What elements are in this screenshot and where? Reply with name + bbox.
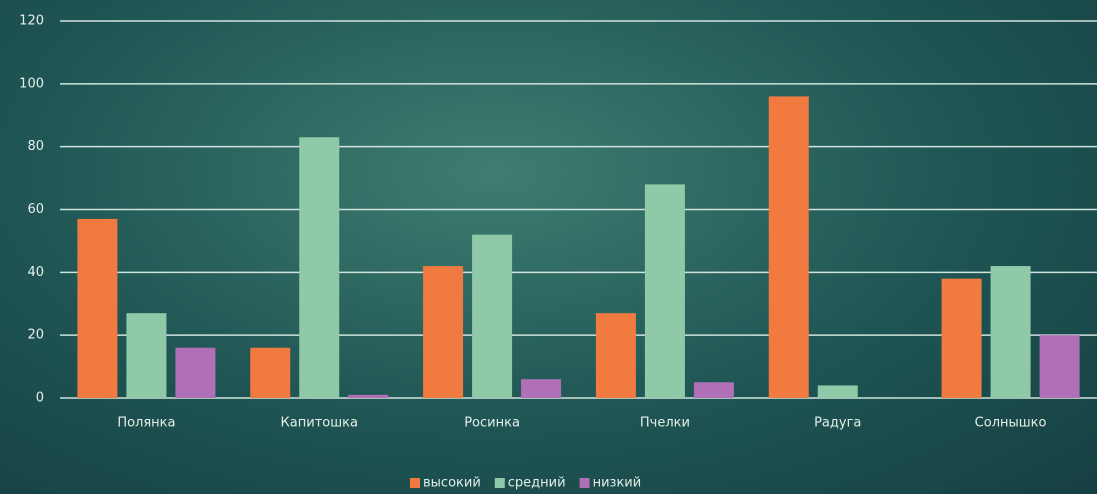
- x-tick-label: Радуга: [814, 416, 861, 431]
- y-tick-label: 120: [19, 14, 44, 29]
- bar: [423, 266, 464, 398]
- bar: [472, 234, 513, 398]
- bar: [817, 385, 858, 398]
- bar: [250, 347, 291, 398]
- x-tick-label: Росинка: [464, 416, 520, 431]
- y-tick-label: 0: [36, 391, 44, 406]
- y-tick-label: 80: [27, 139, 44, 154]
- bar: [644, 184, 685, 398]
- bar: [941, 278, 982, 398]
- legend-label: средний: [508, 476, 566, 491]
- legend-swatch: [410, 478, 420, 488]
- legend-label: низкий: [593, 476, 642, 491]
- y-tick-label: 60: [27, 202, 44, 217]
- y-tick-label: 20: [27, 328, 44, 343]
- legend-swatch: [579, 478, 590, 488]
- x-tick-label: Полянка: [117, 416, 175, 431]
- x-tick-label: Капитошка: [281, 416, 358, 431]
- bar: [521, 379, 562, 398]
- bar: [768, 96, 809, 399]
- bar: [990, 266, 1031, 398]
- x-tick-label: Солнышко: [975, 416, 1047, 431]
- bar: [348, 394, 389, 398]
- x-tick-label: Пчелки: [640, 416, 690, 431]
- bar: [299, 137, 340, 398]
- y-tick-label: 40: [27, 265, 44, 280]
- bar: [77, 218, 118, 398]
- bar: [1039, 335, 1080, 398]
- bar: [126, 313, 167, 398]
- legend-label: высокий: [423, 476, 481, 491]
- bar: [175, 347, 216, 398]
- bar: [693, 382, 734, 398]
- y-tick-label: 100: [19, 76, 44, 91]
- legend-swatch: [494, 478, 505, 488]
- bar: [595, 313, 636, 398]
